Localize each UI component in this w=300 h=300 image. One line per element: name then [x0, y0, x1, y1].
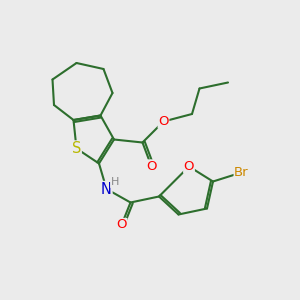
Text: H: H	[111, 177, 119, 188]
Text: N: N	[101, 182, 112, 196]
Text: Br: Br	[234, 166, 249, 179]
Text: O: O	[146, 160, 157, 173]
Text: O: O	[116, 218, 127, 232]
Text: S: S	[72, 141, 81, 156]
Text: O: O	[184, 160, 194, 173]
Text: O: O	[158, 115, 169, 128]
